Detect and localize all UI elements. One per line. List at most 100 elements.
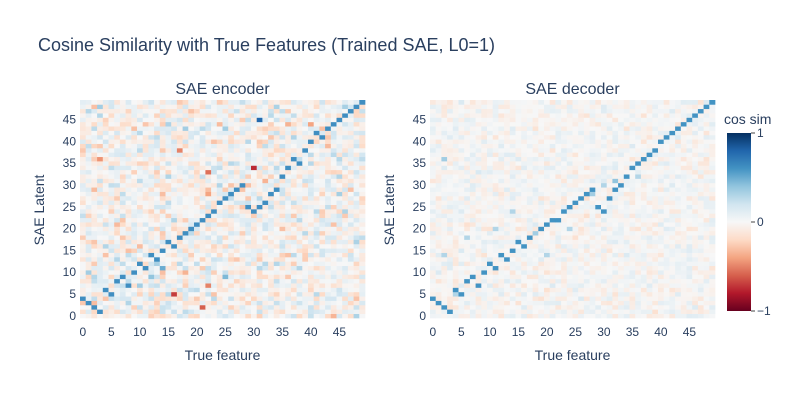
heatmap-cell [353,248,360,253]
heatmap-cell [544,126,551,131]
heatmap-cell [273,265,280,271]
heatmap-cell [509,187,516,192]
heatmap-cell [108,182,115,188]
heatmap-cell [680,213,687,219]
heatmap-cell [532,213,539,219]
heatmap-cell [583,209,590,214]
heatmap-cell [347,139,354,144]
heatmap-cell [222,204,229,210]
heatmap-cell [142,217,149,223]
heatmap-cell [325,204,332,210]
heatmap-cell [171,130,178,136]
heatmap-cell [561,195,568,201]
heatmap-cell [504,169,511,175]
heatmap-cell [108,191,115,197]
heatmap-cell [504,222,511,227]
heatmap-cell [97,213,104,219]
heatmap-cell [635,147,642,153]
heatmap-cell [430,278,437,284]
heatmap-cell [171,283,178,288]
heatmap-cell [464,143,471,149]
heatmap-cell [114,204,121,210]
heatmap-cell [487,248,494,253]
heatmap-cell [430,309,437,314]
heatmap-cell [137,256,144,262]
heatmap-cell [114,313,121,319]
x-axis-label-encoder: True feature [185,347,261,363]
heatmap-cell [538,169,545,175]
heatmap-cell [251,283,258,288]
heatmap-cell [347,283,354,288]
heatmap-cell [325,143,332,149]
heatmap-cell [85,239,92,245]
heatmap-cell [515,195,522,201]
heatmap-cell [199,300,206,306]
heatmap-cell [319,126,326,131]
heatmap-cell [583,287,590,293]
heatmap-cell [176,222,183,227]
heatmap-cell [623,117,630,123]
heatmap-cell [97,100,104,105]
heatmap-cell [544,152,551,158]
heatmap-cell [441,222,448,227]
heatmap-cell [171,296,178,301]
heatmap-cell [336,261,343,267]
heatmap-cell [464,304,471,310]
heatmap-cell [595,174,602,179]
heatmap-cell [114,270,121,275]
heatmap-cell [342,169,349,175]
heatmap-cell [319,104,326,110]
heatmap-cell [675,174,682,179]
heatmap-cell [481,287,488,293]
heatmap-cell [308,182,315,188]
heatmap-cell [623,204,630,210]
heatmap-cell [566,261,573,267]
heatmap-cell [119,108,126,114]
heatmap-cell [119,243,126,249]
heatmap-cell [359,152,366,158]
heatmap-cell [669,104,676,110]
heatmap-cell [492,300,499,306]
heatmap-cell [686,169,693,175]
heatmap-cell [452,252,459,258]
heatmap-cell [125,104,132,110]
heatmap-cell [91,291,98,297]
heatmap-cell [452,108,459,114]
heatmap-cell [646,243,653,249]
heatmap-cell [97,152,104,158]
heatmap-cell [119,252,126,258]
heatmap-cell [606,165,613,171]
heatmap-cell [498,161,505,166]
heatmap-cell [675,309,682,314]
heatmap-cell [629,134,636,140]
heatmap-cell [239,248,246,253]
heatmap-cell [279,213,286,219]
heatmap-cell [308,147,315,153]
heatmap-cell [669,130,676,136]
heatmap-cell [601,287,608,293]
heatmap-cell [97,222,104,227]
heatmap-cell [159,235,166,240]
heatmap-cell [159,239,166,245]
heatmap-cell [640,191,647,197]
heatmap-cell [256,174,263,179]
heatmap-cell [680,156,687,162]
heatmap-cell [353,161,360,166]
heatmap-cell [589,243,596,249]
heatmap-cell [475,304,482,310]
heatmap-cell [108,174,115,179]
heatmap-cell [555,239,562,245]
heatmap-cell [347,248,354,253]
heatmap-cell [458,191,465,197]
heatmap-cell [595,230,602,236]
heatmap-cell [325,165,332,171]
heatmap-cell [663,296,670,301]
heatmap-cell [342,187,349,192]
heatmap-cell [188,169,195,175]
heatmap-cell [487,265,494,271]
heatmap-cell [199,304,206,310]
heatmap-cell [697,248,704,253]
heatmap-cell [475,169,482,175]
heatmap-cell [273,187,280,192]
